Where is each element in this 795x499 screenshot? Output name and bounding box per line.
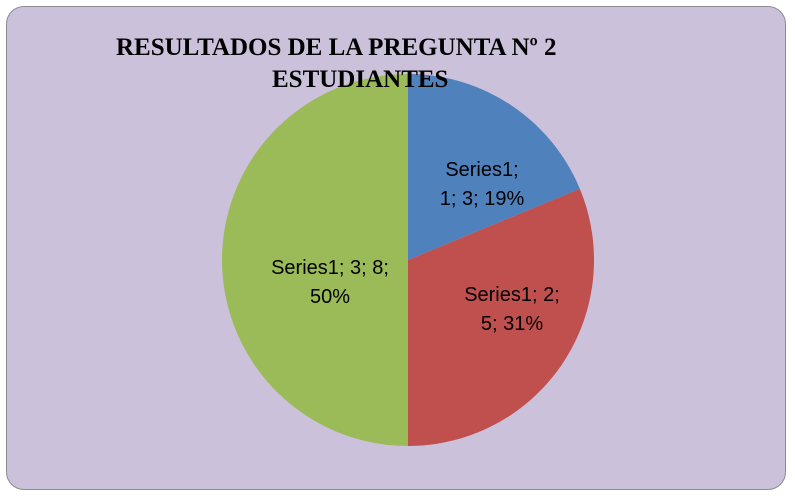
pie-slice — [408, 74, 580, 260]
data-label: Series1; 1; 3; 19% — [439, 159, 525, 210]
data-label: Series1; 2; 5; 31% — [464, 284, 560, 335]
pie-slice — [408, 188, 595, 447]
pie-slice — [222, 74, 408, 446]
data-label: Series1; 3; 8; 50% — [271, 257, 389, 308]
chart-title: RESULTADOS DE LA PREGUNTA Nº 2 — [116, 34, 557, 61]
chart-title: ESTUDIANTES — [272, 66, 449, 93]
